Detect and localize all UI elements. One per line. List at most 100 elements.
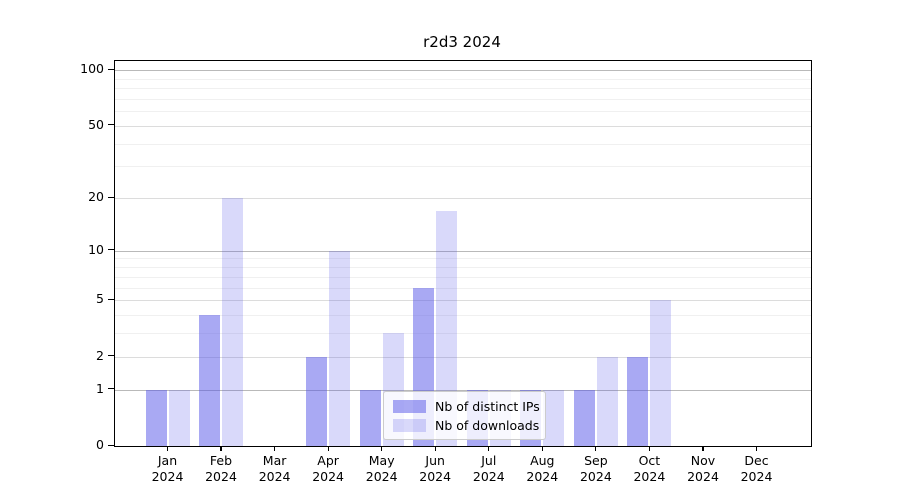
x-tick-year: 2024 <box>365 469 398 484</box>
x-tick <box>327 446 329 451</box>
bar-downloads-oct <box>650 300 672 446</box>
x-tick-year: 2024 <box>687 469 719 484</box>
x-tick-year: 2024 <box>472 469 505 484</box>
bar-downloads-jan <box>168 389 190 446</box>
legend-item-distinct-ips: Nb of distinct IPs <box>384 399 545 414</box>
x-tick <box>273 446 276 451</box>
y-tick-label: 0 <box>96 437 104 452</box>
bar-downloads-jun <box>436 210 458 446</box>
x-tick <box>488 446 490 451</box>
x-tick-year: 2024 <box>151 469 184 484</box>
x-tick-label: Jun 2024 <box>403 453 467 485</box>
y-tick <box>108 298 114 300</box>
x-tick <box>166 446 169 451</box>
minor-gridline <box>115 88 811 89</box>
minor-gridline <box>115 111 811 113</box>
y-tick <box>108 355 114 357</box>
x-tick-year: 2024 <box>633 469 666 484</box>
x-tick-month: Apr <box>317 453 339 468</box>
x-tick <box>595 446 597 451</box>
bar-downloads-apr <box>329 250 351 446</box>
x-tick <box>220 446 222 451</box>
minor-gridline <box>115 166 811 168</box>
minor-gridline <box>115 314 811 316</box>
legend-swatch-distinct-ips <box>393 399 426 413</box>
x-tick-label: Sep 2024 <box>564 453 628 485</box>
y-tick <box>108 196 114 198</box>
y-tick-label: 50 <box>88 116 104 132</box>
x-tick-label: Feb 2024 <box>189 453 253 485</box>
x-tick-label: Oct 2024 <box>617 453 681 485</box>
x-tick-year: 2024 <box>312 469 344 484</box>
x-tick-year: 2024 <box>526 469 559 484</box>
y-tick <box>108 388 114 390</box>
bar-distinct-ips-feb <box>199 314 220 446</box>
bar-distinct-ips-oct <box>627 356 649 446</box>
x-tick <box>381 446 383 451</box>
plot-area: Nb of distinct IPs Nb of downloads <box>114 60 812 447</box>
minor-gridline <box>115 333 811 335</box>
x-tick-month: Oct <box>638 453 661 468</box>
y-tick-label: 10 <box>88 241 104 257</box>
major-gridline <box>115 300 811 301</box>
minor-gridline <box>115 276 811 278</box>
minor-gridline <box>115 143 811 145</box>
x-tick-month: Dec <box>744 453 769 468</box>
x-tick-month: Aug <box>530 453 555 468</box>
decade-gridline <box>115 70 811 71</box>
chart-title: r2d3 2024 <box>423 33 501 51</box>
x-tick-label: Nov 2024 <box>671 453 735 485</box>
x-tick-month: Jun <box>425 453 445 468</box>
minor-gridline <box>115 78 811 80</box>
x-tick-year: 2024 <box>258 469 291 484</box>
minor-gridline <box>115 287 811 289</box>
x-tick-month: Sep <box>584 453 608 468</box>
decade-gridline <box>115 250 811 252</box>
y-tick-label: 1 <box>96 380 104 396</box>
y-tick-label: 5 <box>96 291 104 306</box>
y-tick-label: 2 <box>96 347 104 363</box>
bar-downloads-aug <box>543 389 565 446</box>
legend-swatch-downloads <box>393 418 426 432</box>
x-tick-year: 2024 <box>419 469 452 484</box>
bar-distinct-ips-sep <box>573 389 595 446</box>
x-tick-month: Nov <box>690 453 716 468</box>
major-gridline <box>115 198 811 199</box>
x-tick-label: Jan 2024 <box>136 453 200 485</box>
bar-distinct-ips-may <box>359 389 381 446</box>
y-tick <box>108 68 114 70</box>
x-tick <box>755 446 758 451</box>
y-tick <box>108 444 114 446</box>
x-tick-year: 2024 <box>205 469 237 484</box>
major-gridline <box>115 356 811 358</box>
x-tick-label: Aug 2024 <box>510 453 574 485</box>
bar-distinct-ips-jan <box>145 389 167 446</box>
y-tick-label: 100 <box>80 61 104 76</box>
x-tick-year: 2024 <box>740 469 773 484</box>
legend-label-downloads: Nb of downloads <box>435 417 540 433</box>
x-tick <box>541 446 543 451</box>
bar-distinct-ips-apr <box>306 356 328 446</box>
x-tick-label: Dec 2024 <box>725 453 789 485</box>
bar-downloads-sep <box>596 356 618 446</box>
x-tick-label: Apr 2024 <box>296 453 360 485</box>
x-tick-label: May 2024 <box>350 453 414 485</box>
y-tick-label: 20 <box>88 189 104 204</box>
x-tick-month: Mar <box>262 453 287 468</box>
x-tick-month: Feb <box>209 453 233 468</box>
x-tick <box>648 446 651 451</box>
x-tick-month: May <box>368 453 395 468</box>
legend-label-distinct-ips: Nb of distinct IPs <box>435 398 540 414</box>
y-tick <box>108 124 114 126</box>
x-tick <box>434 446 436 451</box>
y-tick <box>108 249 114 251</box>
x-tick-month: Jan <box>157 453 178 468</box>
decade-gridline <box>115 389 811 391</box>
x-tick-year: 2024 <box>579 469 612 484</box>
minor-gridline <box>115 258 811 260</box>
legend-item-downloads: Nb of downloads <box>384 418 545 433</box>
major-gridline <box>115 125 811 127</box>
minor-gridline <box>115 267 811 268</box>
x-tick-month: Jul <box>481 453 497 468</box>
